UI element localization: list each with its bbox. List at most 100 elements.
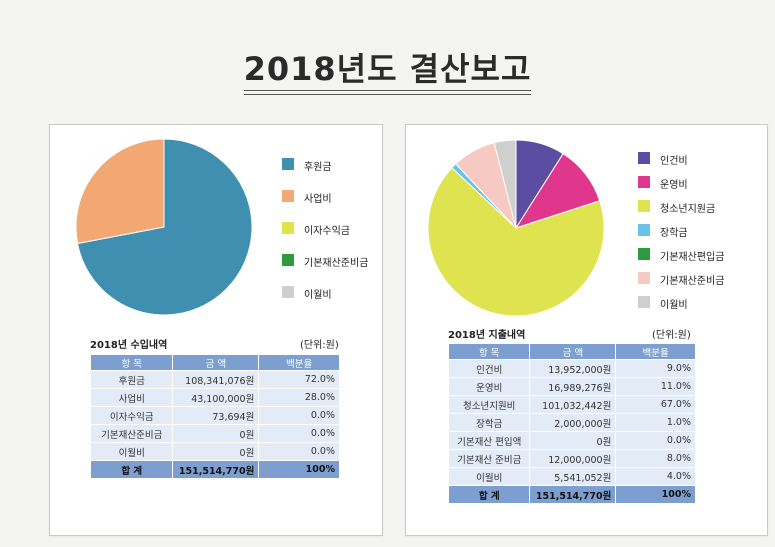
item-cell: 후원금 <box>89 370 174 389</box>
legend-item-income-0: 후원금 <box>282 158 368 190</box>
legend-swatch <box>282 158 294 170</box>
amount-cell: 73,694원 <box>172 406 260 425</box>
legend-label: 인건비 <box>660 156 688 167</box>
amount-cell: 2,000,000원 <box>529 413 617 432</box>
table-row: 청소년지원비 101,032,442원 67.0% <box>447 395 696 414</box>
expense-pie-chart <box>427 139 605 317</box>
table-row: 이자수익금 73,694원 0.0% <box>89 406 340 425</box>
item-cell: 기본재산 준비금 <box>447 449 531 468</box>
amount-cell: 0원 <box>172 442 260 461</box>
title-underline <box>244 90 531 95</box>
legend-swatch <box>282 254 294 266</box>
table-row: 인건비 13,952,000원 9.0% <box>447 359 696 378</box>
table-row: 기본재산 준비금 12,000,000원 8.0% <box>447 449 696 468</box>
legend-label: 청소년지원금 <box>660 204 716 215</box>
percent-cell: 0.0% <box>615 431 696 450</box>
expense-pie-slice-6 <box>493 139 517 229</box>
amount-cell: 0원 <box>172 424 260 443</box>
expense-table-unit: (단위:원) <box>652 330 691 341</box>
table-row: 운영비 16,989,276원 11.0% <box>447 377 696 396</box>
percent-cell: 4.0% <box>615 467 696 486</box>
column-header: 백분율 <box>615 343 696 360</box>
column-header: 항 목 <box>447 343 531 360</box>
column-header: 금 액 <box>529 343 617 360</box>
income-pie-slice-0 <box>76 138 253 316</box>
legend-label: 운영비 <box>660 180 688 191</box>
legend-swatch <box>638 176 650 188</box>
item-cell: 이월비 <box>89 442 174 461</box>
legend-label: 기본재산편입금 <box>660 252 725 263</box>
legend-item-income-2: 이자수익금 <box>282 222 368 254</box>
amount-cell: 43,100,000원 <box>172 388 260 407</box>
legend-item-income-1: 사업비 <box>282 190 368 222</box>
total-label: 합 계 <box>447 485 531 504</box>
legend-label: 후원금 <box>304 162 332 173</box>
legend-swatch <box>638 248 650 260</box>
legend-swatch <box>638 224 650 236</box>
table-row: 기본재산 편입액 0원 0.0% <box>447 431 696 450</box>
percent-cell: 28.0% <box>258 388 340 407</box>
legend-swatch <box>638 296 650 308</box>
expense-table-title: 2018년 지출내역 <box>448 330 526 341</box>
legend-swatch <box>282 190 294 202</box>
item-cell: 인건비 <box>447 359 531 378</box>
percent-cell: 8.0% <box>615 449 696 468</box>
amount-cell: 13,952,000원 <box>529 359 617 378</box>
total-percent: 100% <box>615 485 696 504</box>
percent-cell: 9.0% <box>615 359 696 378</box>
income-table-title: 2018년 수입내역 <box>90 340 168 351</box>
income-table: 항 목 금 액 백분율 후원금 108,341,076원 72.0% 사업비 4… <box>89 354 340 479</box>
total-label: 합 계 <box>89 460 174 479</box>
expense-legend: 인건비 운영비 청소년지원금 장학금 기본재산편입금 기본재산준비금 이월비 <box>638 152 724 320</box>
column-header: 금 액 <box>172 354 260 371</box>
table-row: 사업비 43,100,000원 28.0% <box>89 388 340 407</box>
legend-item-expense-1: 운영비 <box>638 176 724 200</box>
income-table-unit: (단위:원) <box>300 340 339 351</box>
expense-pie-slice-2 <box>427 167 605 317</box>
legend-item-expense-3: 장학금 <box>638 224 724 248</box>
table-row: 후원금 108,341,076원 72.0% <box>89 370 340 389</box>
amount-cell: 0원 <box>529 431 617 450</box>
table-row: 이월비 0원 0.0% <box>89 442 340 461</box>
item-cell: 운영비 <box>447 377 531 396</box>
total-row: 합 계 151,514,770원 100% <box>89 460 340 479</box>
total-amount: 151,514,770원 <box>529 485 617 504</box>
amount-cell: 108,341,076원 <box>172 370 260 389</box>
table-row: 장학금 2,000,000원 1.0% <box>447 413 696 432</box>
amount-cell: 101,032,442원 <box>529 395 617 414</box>
table-row: 기본재산준비금 0원 0.0% <box>89 424 340 443</box>
item-cell: 사업비 <box>89 388 174 407</box>
item-cell: 청소년지원비 <box>447 395 531 414</box>
legend-item-income-4: 이월비 <box>282 286 368 318</box>
item-cell: 장학금 <box>447 413 531 432</box>
percent-cell: 0.0% <box>258 406 340 425</box>
amount-cell: 16,989,276원 <box>529 377 617 396</box>
legend-swatch <box>282 222 294 234</box>
legend-label: 기본재산준비금 <box>304 258 369 269</box>
legend-item-expense-6: 이월비 <box>638 296 724 320</box>
income-pie-slice-1 <box>75 138 165 245</box>
percent-cell: 72.0% <box>258 370 340 389</box>
percent-cell: 11.0% <box>615 377 696 396</box>
legend-swatch <box>638 272 650 284</box>
page-title: 2018년도 결산보고 <box>243 50 532 88</box>
amount-cell: 5,541,052원 <box>529 467 617 486</box>
percent-cell: 0.0% <box>258 442 340 461</box>
expense-card: 인건비 운영비 청소년지원금 장학금 기본재산편입금 기본재산준비금 이월비 2… <box>405 124 768 536</box>
expense-table-header: 항 목 금 액 백분율 <box>447 343 696 360</box>
total-row: 합 계 151,514,770원 100% <box>447 485 696 504</box>
legend-item-income-3: 기본재산준비금 <box>282 254 368 286</box>
column-header: 백분율 <box>258 354 340 371</box>
percent-cell: 67.0% <box>615 395 696 414</box>
item-cell: 이자수익금 <box>89 406 174 425</box>
income-table-header: 항 목 금 액 백분율 <box>89 354 340 371</box>
income-pie-chart <box>75 138 253 316</box>
expense-table: 항 목 금 액 백분율 인건비 13,952,000원 9.0% 운영비 16,… <box>447 343 696 504</box>
total-percent: 100% <box>258 460 340 479</box>
legend-item-expense-4: 기본재산편입금 <box>638 248 724 272</box>
legend-item-expense-5: 기본재산준비금 <box>638 272 724 296</box>
income-legend: 후원금 사업비 이자수익금 기본재산준비금 이월비 <box>282 158 368 318</box>
legend-label: 사업비 <box>304 194 332 205</box>
item-cell: 기본재산준비금 <box>89 424 174 443</box>
income-card: 후원금 사업비 이자수익금 기본재산준비금 이월비 2018년 수입내역 (단위… <box>49 124 383 536</box>
